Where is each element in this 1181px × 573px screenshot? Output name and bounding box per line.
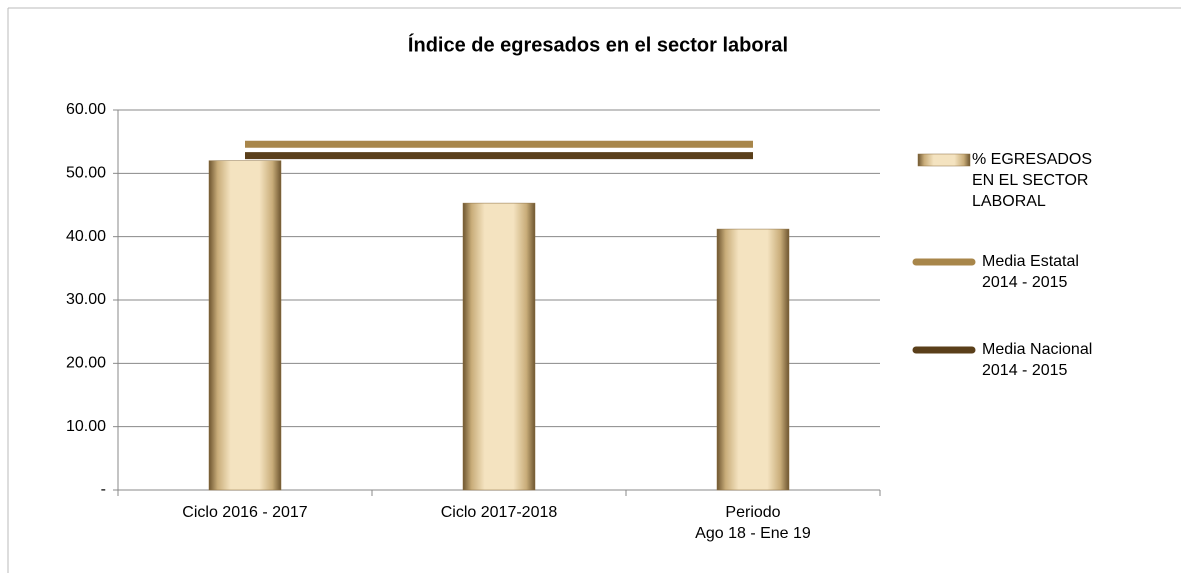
- legend-label: Media Nacional 2014 - 2015: [982, 341, 1093, 379]
- x-tick-label: Ciclo 2017-2018: [440, 504, 558, 521]
- legend-label: Media Estatal 2014 - 2015: [982, 253, 1079, 291]
- y-tick-label: 40.00: [66, 228, 106, 245]
- y-tick-label: 10.00: [66, 418, 106, 435]
- y-tick-label: -: [101, 481, 106, 498]
- y-tick-label: 20.00: [66, 355, 106, 372]
- y-tick-label: 60.00: [66, 101, 106, 118]
- y-tick-label: 50.00: [66, 165, 106, 182]
- legend-swatch: [917, 153, 971, 167]
- chart-title: Índice de egresados en el sector laboral: [408, 33, 788, 56]
- bar: [462, 202, 536, 491]
- legend-label: % EGRESADOS EN EL SECTOR LABORAL: [972, 151, 1093, 210]
- x-tick-label: Periodo Ago 18 - Ene 19: [695, 504, 811, 542]
- y-tick-label: 30.00: [66, 291, 106, 308]
- bar: [716, 228, 790, 491]
- x-tick-label: Ciclo 2016 - 2017: [182, 504, 308, 521]
- bar: [208, 160, 282, 491]
